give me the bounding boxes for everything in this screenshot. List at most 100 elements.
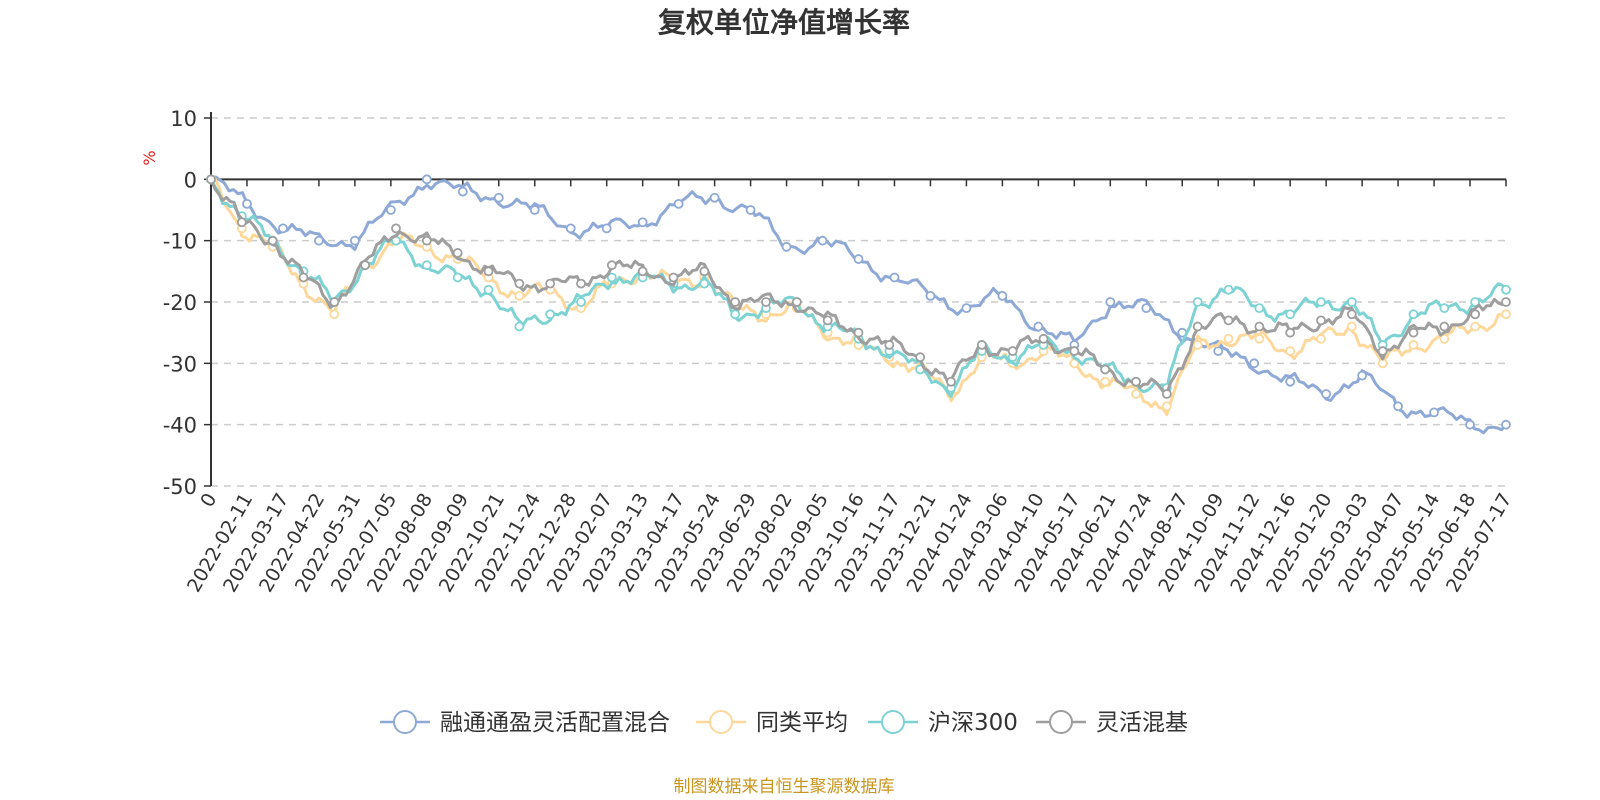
data-point [673, 198, 684, 209]
data-point [1439, 321, 1450, 332]
data-point [1346, 321, 1357, 332]
data-point [514, 290, 525, 301]
y-tick-label: -30 [163, 352, 197, 376]
data-point [1007, 346, 1018, 356]
data-point [1377, 346, 1388, 356]
data-point [1470, 321, 1481, 332]
y-tick-label: -50 [163, 475, 197, 499]
data-point [1470, 309, 1481, 320]
data-point [884, 340, 895, 350]
legend-label: 同类平均 [756, 710, 848, 736]
data-point [1285, 376, 1296, 387]
axes [210, 112, 1507, 486]
data-point [329, 297, 340, 307]
y-tick-label: -10 [163, 230, 197, 254]
chart-title: 复权单位净值增长率 [658, 6, 910, 39]
data-point [976, 340, 987, 350]
y-tick-label: -20 [163, 291, 197, 315]
data-point [1254, 303, 1265, 314]
data-point [298, 272, 309, 283]
data-point [699, 278, 710, 289]
legend-label: 沪深300 [928, 710, 1018, 736]
y-tick-label: 10 [170, 107, 197, 131]
data-point [421, 235, 432, 246]
series-line-0 [210, 175, 1508, 435]
series-line-2 [209, 178, 1508, 398]
legend-item-0[interactable]: 融通通盈灵活配置混合 [380, 710, 670, 736]
data-point [637, 217, 648, 228]
data-point [1131, 389, 1141, 399]
data-point [637, 266, 648, 277]
data-point [1105, 297, 1116, 307]
data-point [745, 205, 756, 215]
series-0 [206, 174, 1511, 435]
data-point [314, 235, 324, 246]
data-point [529, 205, 540, 215]
data-point [1285, 309, 1296, 320]
data-point [1465, 419, 1475, 430]
data-point [1321, 389, 1332, 399]
data-point [576, 278, 586, 289]
data-point [709, 192, 720, 203]
data-point [349, 235, 360, 246]
legend[interactable]: 融通通盈灵活配置混合 同类平均 沪深300 灵活混基 [380, 710, 1188, 736]
data-point [483, 284, 494, 295]
legend-item-3[interactable]: 灵活混基 [1036, 710, 1188, 736]
data-point [206, 174, 216, 185]
data-point [601, 223, 612, 234]
legend-marker [1049, 710, 1073, 734]
data-point [1316, 315, 1326, 326]
data-point [1192, 321, 1203, 332]
data-point [1501, 284, 1511, 295]
data-point [946, 376, 956, 387]
x-axis-tick-labels: 02022-02-112022-03-172022-04-222022-05-3… [183, 490, 1516, 597]
legend-item-2[interactable]: 沪深300 [868, 710, 1018, 736]
source-note: 制图数据来自恒生聚源数据库 [674, 777, 895, 797]
series-3 [206, 174, 1511, 399]
data-point [1346, 297, 1357, 307]
data-point [1285, 327, 1296, 338]
data-point [1213, 346, 1224, 356]
data-point [565, 223, 576, 234]
data-point [730, 309, 741, 320]
data-point [1285, 346, 1296, 356]
series-line-1 [210, 177, 1507, 417]
series-1 [206, 174, 1511, 417]
data-point [1038, 333, 1049, 344]
data-point [1470, 297, 1481, 307]
series-lines [206, 174, 1511, 435]
data-point [360, 260, 371, 271]
data-point [545, 309, 556, 320]
data-point [889, 272, 900, 283]
data-point [1346, 309, 1357, 320]
data-point [853, 327, 864, 338]
data-point [817, 235, 828, 246]
y-axis-tick-labels: 10 0 -10 -20 -30 -40 -50 [163, 107, 197, 499]
data-point [236, 217, 247, 228]
data-point [514, 321, 525, 332]
data-point [1501, 419, 1511, 430]
data-point [1254, 333, 1265, 344]
data-point [606, 260, 617, 271]
data-point [761, 297, 771, 307]
data-point [242, 198, 252, 209]
y-tick-label: -40 [163, 414, 197, 438]
data-point [997, 290, 1008, 301]
data-point [483, 266, 494, 277]
data-point [730, 297, 741, 307]
data-point [1254, 321, 1265, 332]
legend-item-1[interactable]: 同类平均 [696, 710, 848, 736]
data-point [1316, 333, 1326, 344]
data-point [1161, 389, 1172, 399]
x-tick-label: 0 [196, 490, 221, 511]
data-point [1131, 376, 1141, 387]
series-2 [206, 174, 1511, 398]
data-point [1408, 327, 1419, 338]
data-point [1223, 315, 1234, 326]
data-point [1439, 303, 1450, 314]
series-line-3 [209, 178, 1507, 396]
data-point [668, 272, 679, 283]
data-point [781, 241, 792, 252]
data-point [1192, 297, 1203, 307]
